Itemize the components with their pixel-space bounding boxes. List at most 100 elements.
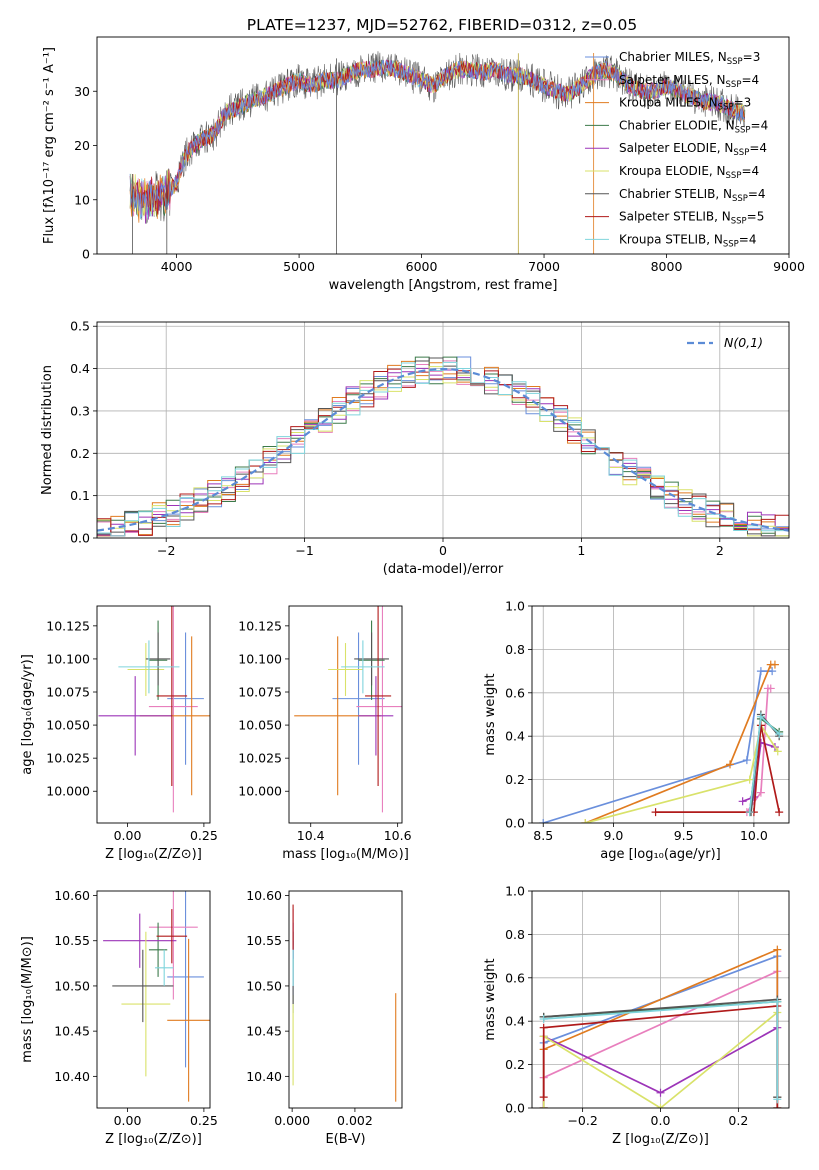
weight_vs_age-marker-0-0 (539, 819, 548, 823)
weight_vs_Z-marker-4-2 (656, 1088, 665, 1097)
mass_vs_Z-point-8 (155, 949, 174, 986)
mass_vs_Z-point-2 (167, 938, 210, 1102)
spectrum-xtick-label-3: 7000 (528, 259, 560, 274)
weight_vs_Z-ylabel: mass weight (483, 958, 498, 1040)
spectrum-plot-area (129, 51, 746, 254)
weight_vs_age-plot-area (539, 660, 784, 823)
spectrum-ytick-label-1: 10 (74, 192, 90, 207)
spectrum-legend-label-8: Kroupa STELIB, NSSP=4 (619, 232, 757, 249)
weight_vs_age-marker-7-3 (775, 808, 784, 817)
spectrum-ytick-label-3: 30 (74, 84, 90, 99)
weight_vs_Z-marker-7-1 (539, 1023, 548, 1032)
mass_vs_Z-ytick-label-4: 10.60 (54, 888, 90, 903)
residuals-xtick-label-3: 1 (577, 543, 585, 558)
residual-histogram-5 (97, 366, 789, 537)
residuals-xtick-label-1: −1 (295, 543, 313, 558)
age_vs_mass-frame (288, 605, 403, 824)
weight_vs_age-xlabel: age [log₁₀(age/yr)] (600, 847, 721, 862)
residuals-xtick-label-4: 2 (716, 543, 724, 558)
weight_vs_Z-marker-7-3 (773, 1104, 782, 1108)
mass_vs_Z-ytick-label-0: 10.40 (54, 1069, 90, 1084)
weight_vs_age-ytick-label-2: 0.4 (505, 729, 525, 744)
age-vs-metallicity-panel: 0.00 0.25 10.000 10.025 10.050 10.075 10.100 10… (20, 605, 218, 862)
age_vs_Z-point-5 (127, 643, 165, 696)
residuals-ytick-label-4: 0.4 (70, 361, 90, 376)
weight_vs_age-marker-8-0 (745, 808, 754, 817)
weight-vs-metallicity-panel: −0.2 0.0 0.2 0.0 0.2 0.4 0.6 0.8 1.0 Z [log₁₀(Z/Z… (483, 884, 790, 1147)
weight_vs_age-ytick-label-1: 0.2 (505, 772, 525, 787)
weight_vs_Z-xtick-label-0: −0.2 (567, 1113, 597, 1128)
spectrum-panel: 4000 5000 6000 7000 8000 9000 0 10 20 30 wavelengt… (42, 36, 805, 293)
spectrum-xtick-label-1: 5000 (283, 259, 315, 274)
weight_vs_Z-ytick-label-1: 0.2 (505, 1057, 525, 1072)
mass_vs_Z-xtick-label-1: 0.25 (190, 1113, 218, 1128)
weight_vs_Z-marker-5-2 (656, 1104, 665, 1108)
age_vs_Z-point-7 (156, 606, 188, 786)
mass_vs_EBV-frame (288, 890, 403, 1109)
age-vs-mass-panel: 10.4 10.6 10.000 10.025 10.050 10.075 10.100 10… (238, 605, 412, 862)
age_vs_mass-xtick-label-0: 10.4 (297, 828, 325, 843)
age_vs_mass-ytick-label-1: 10.025 (238, 751, 282, 766)
age_vs_Z-ytick-label-2: 10.050 (46, 718, 90, 733)
mass_vs_Z-xtick-label-0: 0.00 (114, 1113, 142, 1128)
residuals-ytick-label-3: 0.3 (70, 403, 90, 418)
spectrum-xtick-label-5: 9000 (773, 259, 805, 274)
residuals-ytick-label-2: 0.2 (70, 446, 90, 461)
age_vs_Z-frame (96, 605, 211, 824)
weight_vs_age-marker-2-3 (770, 660, 779, 669)
age_vs_mass-ytick-label-3: 10.075 (238, 685, 282, 700)
age_vs_Z-ytick-label-5: 10.125 (46, 618, 90, 633)
spectrum-legend-label-5: Kroupa ELODIE, NSSP=4 (619, 164, 759, 181)
spectrum-frame (96, 36, 790, 255)
age_vs_Z-point-6 (145, 632, 171, 686)
weight_vs_age-marker-7-0 (651, 808, 660, 817)
weight_vs_Z-xtick-label-1: 0.0 (651, 1113, 671, 1128)
weight_vs_age-ylabel: mass weight (483, 673, 498, 755)
age_vs_Z-ytick-label-1: 10.025 (46, 751, 90, 766)
weight_vs_Z-xlabel: Z [log₁₀(Z/Z⊙)] (612, 1132, 709, 1147)
weight_vs_age-marker-8-2 (775, 730, 784, 739)
spectrum-xlabel: wavelength [Angstrom, rest frame] (329, 278, 558, 293)
weight_vs_age-marker-5-3 (773, 747, 782, 756)
weight_vs_Z-frame (531, 890, 790, 1109)
spectrum-series-0 (129, 60, 745, 219)
weight_vs_age-frame (531, 605, 790, 824)
mass_vs_Z-point-7 (156, 909, 188, 964)
residuals-ytick-label-0: 0.0 (70, 531, 90, 546)
residuals-panel: −2 −1 0 1 2 0.0 0.1 0.2 0.3 0.4 0.5 (data-model)/er… (40, 319, 790, 577)
spectrum-legend-label-0: Chabrier MILES, NSSP=3 (619, 50, 760, 67)
spectrum-ylabel: Flux [fλ10⁻¹⁷ erg cm⁻² s⁻¹ A⁻¹] (42, 47, 57, 244)
age_vs_Z-point-1 (148, 606, 198, 813)
mass_vs_EBV-plot-area (292, 904, 397, 1102)
age_vs_mass-point-8 (341, 640, 385, 694)
residuals-ytick-label-1: 0.1 (70, 488, 90, 503)
weight_vs_age-ytick-label-0: 0.0 (505, 816, 525, 831)
mass_vs_EBV-xtick-label-1: 0.002 (337, 1113, 373, 1128)
weight_vs_Z-ytick-label-4: 0.8 (505, 927, 525, 942)
weight_vs_Z-ytick-label-2: 0.4 (505, 1014, 525, 1029)
age_vs_Z-ylabel: age [log₁₀(age/yr)] (20, 654, 35, 775)
age_vs_Z-ytick-label-3: 10.075 (46, 685, 90, 700)
spectrum-legend-label-4: Salpeter ELODIE, NSSP=4 (619, 141, 767, 158)
weight_vs_Z-plot-area (539, 945, 782, 1108)
age_vs_Z-point-0 (167, 632, 204, 765)
age_vs_mass-point-0 (332, 632, 385, 765)
residual-legend-label: N(0,1) (724, 335, 763, 350)
mass_vs_Z-ytick-label-3: 10.55 (54, 933, 90, 948)
age_vs_mass-point-5 (328, 643, 363, 696)
weight_vs_age-xtick-label-3: 10.0 (740, 828, 768, 843)
weight_vs_Z-marker-8-1 (773, 997, 782, 1006)
weight_vs_age-marker-5-1 (745, 775, 754, 784)
mass_vs_Z-point-4 (103, 913, 177, 968)
age_vs_mass-point-4 (358, 676, 394, 756)
age_vs_Z-xtick-label-0: 0.00 (114, 828, 142, 843)
residuals-xtick-label-0: −2 (157, 543, 175, 558)
mass_vs_Z-xlabel: Z [log₁₀(Z/Z⊙)] (105, 1132, 202, 1147)
age_vs_Z-ytick-label-4: 10.100 (46, 651, 90, 666)
spectrum-ytick-label-2: 20 (74, 138, 90, 153)
weight_vs_age-marker-5-0 (581, 819, 590, 823)
weight_vs_age-series-5 (585, 723, 779, 823)
weight_vs_Z-ytick-label-5: 1.0 (505, 884, 525, 899)
spectrum-legend: Chabrier MILES, NSSP=3 Salpeter MILES, NS… (585, 50, 768, 249)
weight_vs_age-ytick-label-4: 0.8 (505, 642, 525, 657)
